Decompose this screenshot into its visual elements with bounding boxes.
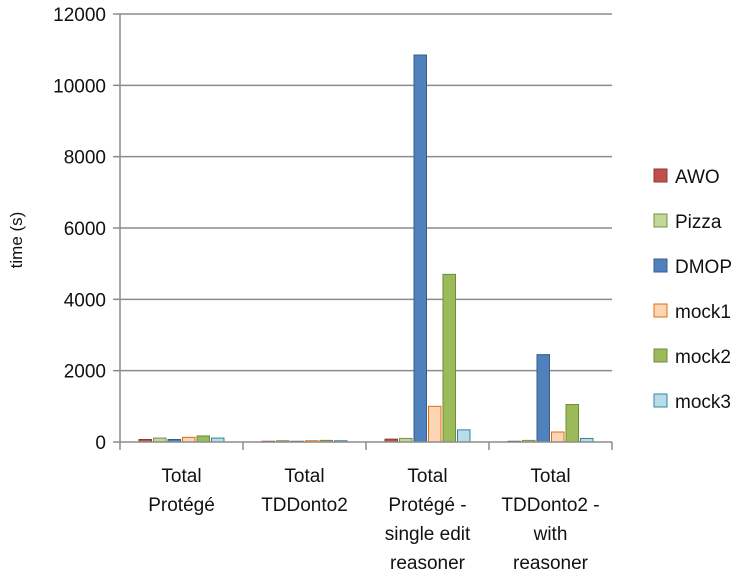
y-tick-labels: 0 2000 4000 6000 8000 10000 12000 [53, 5, 106, 454]
legend-item-awo: AWO [653, 167, 720, 188]
legend-label: mock3 [675, 392, 731, 413]
legend-item-mock1: mock1 [653, 302, 731, 323]
x-category-label: Total TDDonto2 [261, 466, 348, 516]
bar-dmop [536, 354, 550, 443]
y-tick-label: 0 [95, 433, 106, 454]
bar-mock2 [565, 404, 579, 443]
y-tick-label: 4000 [64, 290, 106, 311]
legend-label: Pizza [675, 212, 722, 233]
bar-mock1 [428, 405, 442, 443]
y-axis-title: time (s) [7, 212, 26, 269]
legend-swatch [653, 258, 668, 273]
y-tick-label: 12000 [53, 5, 106, 26]
bar-mock1 [551, 431, 565, 443]
legend-label: DMOP [675, 257, 732, 278]
legend-swatch [653, 213, 668, 228]
x-category-label: Total Protégé -single edit reasoner [385, 466, 471, 574]
gridlines [113, 13, 612, 443]
legend-swatch [653, 348, 668, 363]
bar-mock3 [457, 429, 471, 443]
bar-dmop [413, 54, 427, 443]
legend-swatch [653, 303, 668, 318]
axes [119, 14, 613, 450]
legend-swatch [653, 168, 668, 183]
legend-label: AWO [675, 167, 720, 188]
legend-label: mock1 [675, 302, 731, 323]
x-category-labels: Total Protégé Total TDDonto2 Total Protégé -s… [148, 466, 599, 574]
y-tick-label: 6000 [64, 219, 106, 240]
y-tick-label: 8000 [64, 148, 106, 169]
y-tick-label: 2000 [64, 362, 106, 383]
x-category-label: Total TDDonto2 -with reasoner [501, 466, 599, 574]
legend-item-dmop: DMOP [653, 257, 732, 278]
legend-label: mock2 [675, 347, 731, 368]
legend-item-mock3: mock3 [653, 392, 731, 413]
bar-mock2 [196, 435, 210, 443]
legend: AWO Pizza DMOP mock1 mock2 mock3 [653, 167, 732, 413]
y-tick-label: 10000 [53, 76, 106, 97]
x-category-label: Total Protégé [148, 466, 215, 516]
bar-mock2 [442, 273, 456, 443]
legend-item-pizza: Pizza [653, 212, 722, 233]
legend-item-mock2: mock2 [653, 347, 731, 368]
legend-swatch [653, 393, 668, 408]
bars [138, 54, 594, 443]
